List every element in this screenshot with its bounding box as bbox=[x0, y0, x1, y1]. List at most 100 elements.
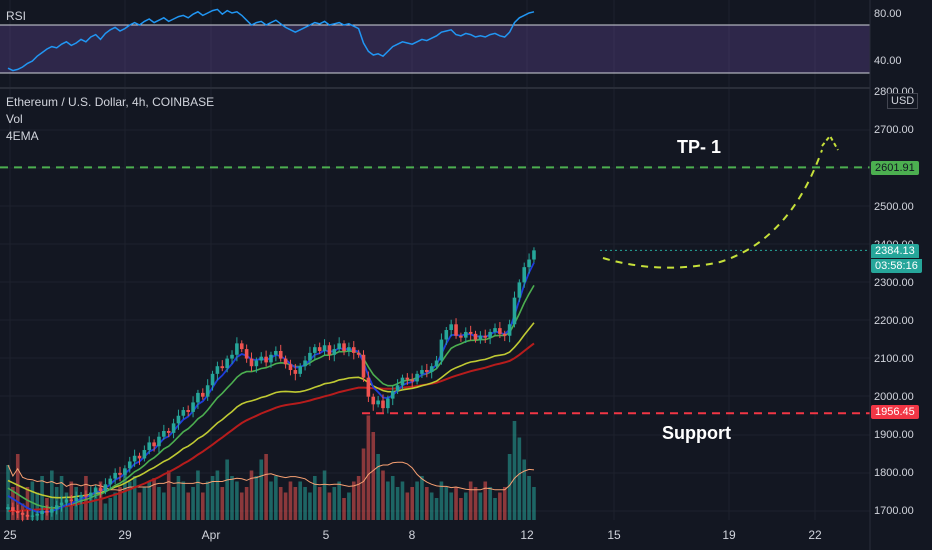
candle-body bbox=[108, 478, 113, 485]
projection-path bbox=[602, 149, 823, 269]
candle-body bbox=[79, 494, 83, 498]
countdown-tag: 03:58:16 bbox=[871, 259, 922, 273]
candle-body bbox=[522, 267, 527, 283]
tp1-annotation[interactable]: TP- 1 bbox=[677, 137, 722, 157]
volume-bar bbox=[356, 476, 361, 520]
candle-body bbox=[347, 347, 351, 351]
candle-body bbox=[254, 360, 259, 367]
volume-bar bbox=[181, 481, 186, 520]
volume-bar bbox=[123, 470, 127, 520]
volume-bar bbox=[405, 492, 410, 520]
candle-body bbox=[196, 392, 200, 403]
volume-bar bbox=[429, 492, 434, 520]
candle-body bbox=[434, 360, 439, 367]
volume-bar bbox=[381, 470, 385, 520]
time-axis-label: 15 bbox=[607, 528, 621, 542]
symbol-title[interactable]: Ethereum / U.S. Dollar, 4h, COINBASE bbox=[6, 95, 215, 109]
volume-bar bbox=[113, 492, 117, 520]
volume-bar bbox=[235, 481, 239, 520]
price-axis-label: 2100.00 bbox=[874, 353, 914, 365]
candle-body bbox=[166, 430, 171, 433]
candle-body bbox=[40, 511, 44, 515]
candle-body bbox=[444, 330, 449, 340]
candle-body bbox=[415, 373, 419, 382]
volume-bar bbox=[98, 481, 103, 520]
candle-body bbox=[20, 512, 25, 515]
ema-indicator-label[interactable]: 4EMA bbox=[6, 129, 39, 143]
volume-bar bbox=[483, 481, 488, 520]
candle-body bbox=[502, 333, 507, 336]
candle-body bbox=[390, 390, 395, 399]
candle-body bbox=[264, 356, 268, 363]
time-axis-label: 29 bbox=[118, 528, 132, 542]
candle-body bbox=[127, 461, 132, 469]
candle-body bbox=[429, 366, 434, 372]
volume-bar bbox=[420, 476, 424, 520]
candle-body bbox=[98, 488, 103, 492]
candle-body bbox=[351, 347, 356, 353]
candle-body bbox=[220, 366, 225, 369]
ema-trend-line bbox=[8, 342, 535, 512]
candle-body bbox=[488, 331, 492, 338]
candle-body bbox=[244, 349, 249, 359]
candle-body bbox=[278, 350, 283, 359]
volume-bar bbox=[425, 487, 429, 520]
volume-bar bbox=[313, 476, 317, 520]
time-axis-label: 12 bbox=[520, 528, 534, 542]
candle-body bbox=[293, 370, 298, 374]
candle-body bbox=[64, 499, 69, 503]
candle-body bbox=[405, 377, 410, 380]
candle-body bbox=[230, 354, 234, 359]
candle-body bbox=[59, 502, 64, 506]
candle-body bbox=[498, 328, 502, 334]
volume-bar bbox=[239, 492, 244, 520]
currency-label[interactable]: USD bbox=[887, 93, 919, 109]
volume-bar bbox=[361, 448, 366, 520]
candle-body bbox=[342, 343, 346, 351]
volume-bar bbox=[507, 454, 512, 520]
volume-bar bbox=[137, 492, 142, 520]
price-axis-label: 2500.00 bbox=[874, 201, 914, 213]
price-axis-label: 2700.00 bbox=[874, 124, 914, 136]
candle-body bbox=[6, 507, 10, 510]
volume-bar bbox=[220, 487, 225, 520]
candle-body bbox=[454, 324, 458, 336]
candle-body bbox=[420, 370, 424, 374]
rsi-band bbox=[0, 25, 870, 73]
candle-body bbox=[176, 415, 181, 424]
volume-bar bbox=[6, 465, 10, 520]
volume-bar bbox=[201, 492, 205, 520]
candle-body bbox=[532, 250, 536, 260]
volume-bar bbox=[317, 487, 322, 520]
candle-body bbox=[123, 468, 127, 475]
candle-body bbox=[93, 488, 98, 493]
volume-bar bbox=[342, 498, 346, 520]
candle-body bbox=[171, 423, 176, 433]
volume-bar bbox=[88, 492, 93, 520]
price-axis-label: 2200.00 bbox=[874, 315, 914, 327]
candle-body bbox=[468, 331, 473, 334]
volume-bar bbox=[79, 498, 83, 520]
projection-arrowhead bbox=[821, 134, 839, 151]
volume-bar bbox=[376, 454, 380, 520]
price-axis-label: 1700.00 bbox=[874, 505, 914, 517]
candle-body bbox=[337, 343, 341, 350]
volume-bar bbox=[103, 503, 108, 520]
candle-body bbox=[356, 352, 361, 355]
volume-bar bbox=[142, 487, 147, 520]
volume-bar bbox=[25, 487, 30, 520]
volume-bar bbox=[502, 487, 507, 520]
candle-body bbox=[313, 347, 317, 353]
volume-bar bbox=[366, 415, 371, 520]
candle-body bbox=[201, 392, 205, 397]
volume-bar bbox=[337, 481, 341, 520]
candle-body bbox=[303, 360, 307, 367]
candle-body bbox=[152, 442, 156, 447]
candle-body bbox=[283, 358, 288, 365]
support-annotation[interactable]: Support bbox=[662, 423, 731, 443]
candle-body bbox=[459, 335, 463, 338]
volume-indicator-label[interactable]: Vol bbox=[6, 112, 23, 126]
candle-body bbox=[191, 402, 195, 412]
candle-body bbox=[210, 373, 215, 386]
